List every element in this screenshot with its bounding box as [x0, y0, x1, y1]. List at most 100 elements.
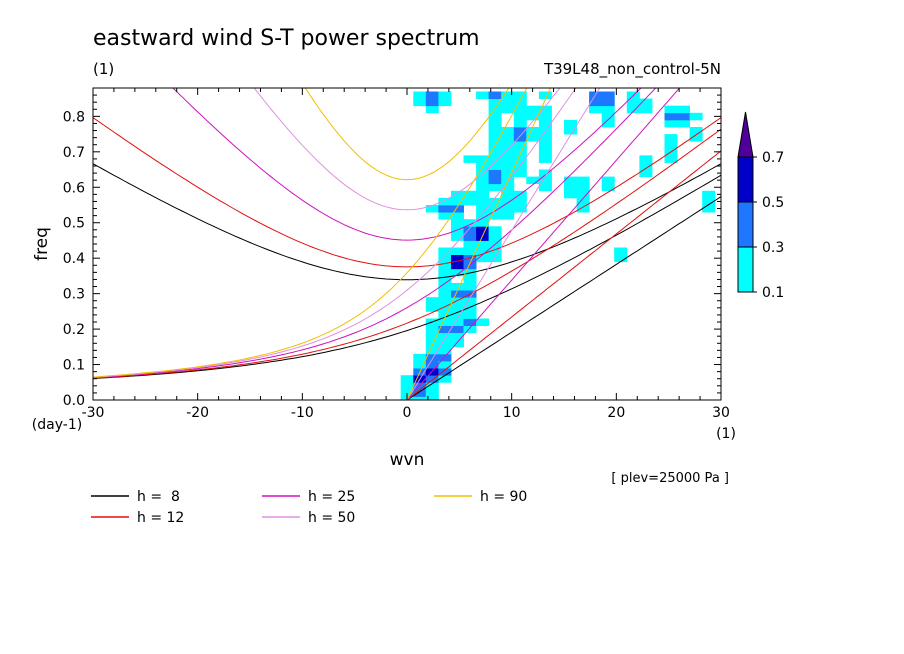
power-cell: [538, 176, 552, 185]
power-cell: [513, 155, 527, 163]
x-tick-label: -10: [291, 405, 314, 421]
y-tick-label: 0.8: [63, 109, 85, 125]
power-cell: [501, 155, 515, 163]
power-cell: [488, 119, 502, 128]
power-cell: [488, 155, 502, 163]
power-cell: [626, 105, 640, 114]
power-cell: [451, 318, 464, 326]
power-cell: [425, 98, 439, 107]
power-cell: [689, 134, 703, 142]
power-cell: [538, 169, 552, 177]
power-cell: [476, 226, 490, 234]
power-cell: [488, 134, 502, 142]
power-cell: [664, 112, 678, 121]
power-cell: [601, 91, 615, 99]
power-cell: [476, 254, 490, 263]
y-tick-label: 0.4: [63, 251, 85, 267]
y-tick-label: 0.2: [63, 322, 85, 338]
power-cell: [501, 205, 515, 213]
power-cell: [513, 205, 527, 213]
power-cell: [438, 212, 452, 220]
power-cell: [413, 353, 427, 362]
power-cell: [538, 148, 552, 156]
power-cell: [438, 205, 452, 213]
power-cell: [451, 311, 464, 319]
y-tick-label: 0.6: [63, 180, 85, 196]
power-cell: [576, 205, 590, 213]
power-cell: [451, 332, 464, 341]
power-cell: [589, 98, 603, 107]
inertio-gravity-curve: [93, 117, 721, 268]
y-axis-unit: (day-1): [32, 417, 82, 433]
power-cell: [463, 190, 477, 199]
x-tick-label: 20: [607, 405, 625, 421]
kelvin-curve: [406, 150, 721, 400]
power-cell: [451, 205, 464, 213]
power-cell: [438, 283, 452, 291]
power-cell: [438, 353, 452, 362]
power-cell: [438, 346, 452, 355]
power-cell: [513, 112, 527, 121]
chart-title: eastward wind S-T power spectrum: [93, 26, 480, 51]
power-cell: [451, 261, 464, 270]
power-cell: [476, 176, 490, 185]
power-cell: [513, 148, 527, 156]
power-cell: [488, 105, 502, 114]
power-cell: [488, 247, 502, 255]
power-cell: [526, 105, 540, 114]
power-cell: [476, 91, 490, 99]
power-cell: [501, 127, 515, 135]
power-cell: [639, 98, 653, 107]
y-tick-label: 0.1: [63, 358, 85, 374]
power-cell: [476, 247, 490, 255]
power-cell: [601, 112, 615, 121]
kelvin-curve: [406, 88, 552, 400]
power-cell: [451, 304, 464, 312]
power-cell: [463, 275, 477, 284]
mrg-curve: [93, 88, 657, 379]
power-cell: [513, 197, 527, 206]
power-cell: [425, 396, 439, 400]
power-cell: [425, 304, 439, 312]
power-cell: [438, 368, 452, 376]
x-axis-label: wvn: [390, 450, 425, 470]
power-cell: [538, 112, 552, 121]
power-cell: [438, 261, 452, 270]
power-cell: [438, 290, 452, 298]
power-cell: [476, 240, 490, 248]
power-cell: [488, 183, 502, 192]
power-cell: [476, 318, 490, 326]
y-tick-label: 0.5: [63, 216, 85, 232]
power-cell: [664, 155, 678, 163]
power-cell: [425, 105, 439, 114]
power-cell: [451, 254, 464, 263]
power-cell: [488, 176, 502, 185]
x-tick-label: -30: [82, 405, 105, 421]
power-cell: [538, 119, 552, 128]
power-cell: [476, 205, 490, 213]
power-cell: [438, 254, 452, 263]
power-cell: [463, 325, 477, 333]
power-cell: [463, 233, 477, 241]
mrg-curve: [93, 88, 577, 378]
power-cell: [513, 119, 527, 128]
power-cell: [463, 240, 477, 248]
power-cell: [488, 148, 502, 156]
power-cell: [438, 361, 452, 369]
power-cell: [501, 197, 515, 206]
axes: -30 -20 -10 0 10 20 30 0.0 0.1 0.2 0.3 0.4 0.5 0.6 0.7…: [63, 88, 730, 421]
power-cell: [476, 197, 490, 206]
power-cell: [476, 233, 490, 241]
power-cell: [463, 155, 477, 163]
legend-label: h = 25: [308, 489, 355, 505]
power-cell: [538, 105, 552, 114]
power-cell: [451, 290, 464, 298]
power-cell: [438, 98, 452, 107]
power-cell: [413, 91, 427, 99]
power-cell: [513, 141, 527, 149]
power-field: [400, 91, 716, 400]
power-cell: [639, 155, 653, 163]
power-cell: [576, 176, 590, 185]
power-cell: [501, 169, 515, 177]
